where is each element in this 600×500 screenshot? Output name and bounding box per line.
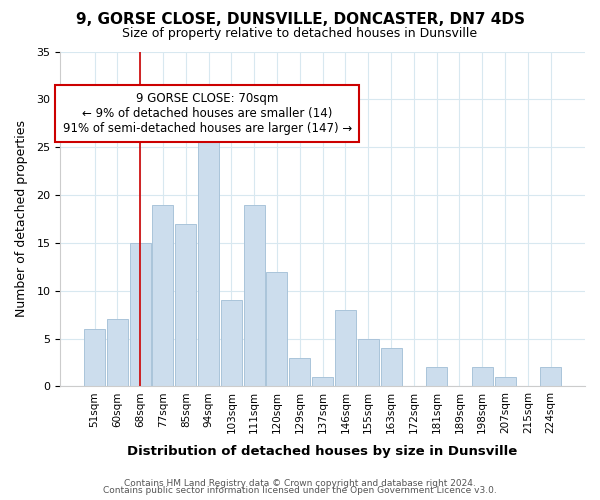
Bar xyxy=(426,368,447,386)
Bar xyxy=(130,243,151,386)
Bar xyxy=(289,358,310,386)
Bar xyxy=(380,348,401,387)
Bar xyxy=(494,377,515,386)
Text: Contains public sector information licensed under the Open Government Licence v3: Contains public sector information licen… xyxy=(103,486,497,495)
Bar xyxy=(84,329,105,386)
Bar xyxy=(335,310,356,386)
Text: 9 GORSE CLOSE: 70sqm
← 9% of detached houses are smaller (14)
91% of semi-detach: 9 GORSE CLOSE: 70sqm ← 9% of detached ho… xyxy=(62,92,352,134)
Y-axis label: Number of detached properties: Number of detached properties xyxy=(15,120,28,318)
Bar xyxy=(175,224,196,386)
Bar xyxy=(358,338,379,386)
Bar xyxy=(472,368,493,386)
X-axis label: Distribution of detached houses by size in Dunsville: Distribution of detached houses by size … xyxy=(127,444,518,458)
Bar xyxy=(540,368,561,386)
Text: Size of property relative to detached houses in Dunsville: Size of property relative to detached ho… xyxy=(122,28,478,40)
Bar xyxy=(221,300,242,386)
Bar xyxy=(198,109,219,386)
Bar xyxy=(152,204,173,386)
Bar xyxy=(107,320,128,386)
Text: Contains HM Land Registry data © Crown copyright and database right 2024.: Contains HM Land Registry data © Crown c… xyxy=(124,478,476,488)
Bar xyxy=(312,377,333,386)
Bar xyxy=(266,272,287,386)
Text: 9, GORSE CLOSE, DUNSVILLE, DONCASTER, DN7 4DS: 9, GORSE CLOSE, DUNSVILLE, DONCASTER, DN… xyxy=(76,12,524,28)
Bar xyxy=(244,204,265,386)
